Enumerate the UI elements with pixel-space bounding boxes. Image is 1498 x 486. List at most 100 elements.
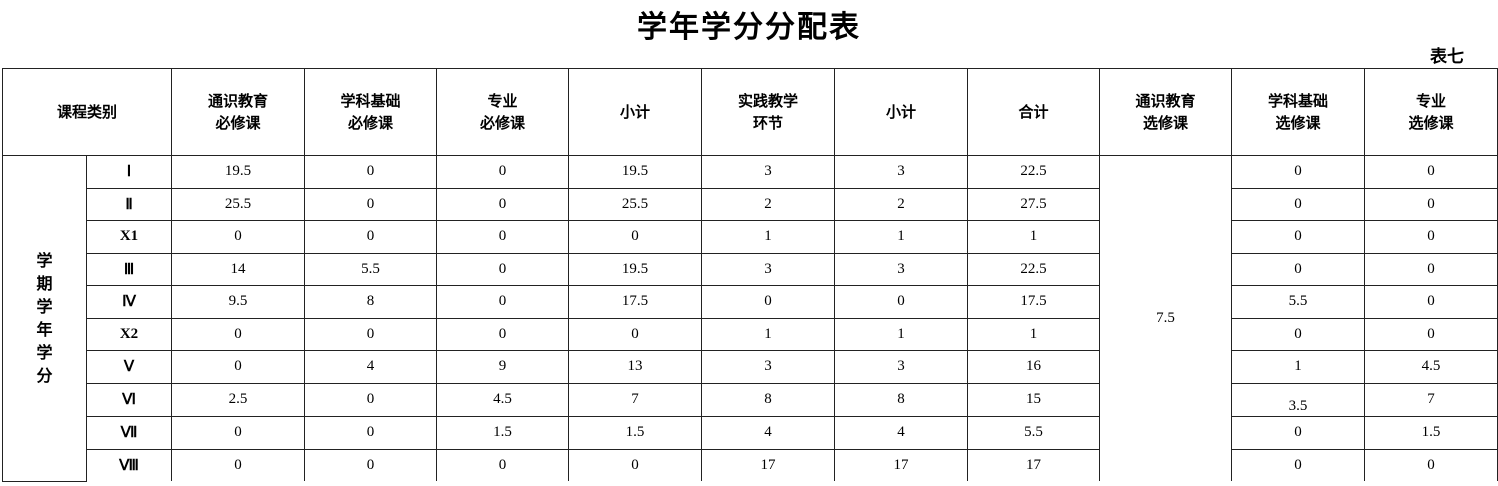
value-cell: 0	[568, 448, 703, 481]
value-cell: 15	[967, 382, 1101, 417]
value-cell: 0	[568, 220, 703, 254]
elective-cell: 1.5	[1364, 416, 1498, 449]
header-text: 小计	[620, 103, 651, 121]
value-cell: 4.5	[436, 382, 570, 417]
value-cell: 27.5	[967, 187, 1101, 221]
value-cell: 3	[701, 350, 836, 384]
value-cell: 0	[436, 252, 570, 286]
side-label-char: 期	[36, 274, 53, 294]
value-cell: 14	[171, 252, 306, 286]
term-cell: Ⅷ	[85, 448, 173, 481]
table-row: Ⅲ 14 5.5 0 19.5 3 3 22.5 0 0	[3, 252, 1498, 286]
table-row: Ⅶ 0 0 1.5 1.5 4 4 5.5 0 1.5	[3, 416, 1498, 450]
value-cell: 0	[436, 285, 570, 319]
elective-cell: 0	[1364, 317, 1498, 351]
value-cell: 19.5	[568, 252, 703, 286]
general-elective-total: 7.5	[1099, 155, 1233, 481]
header-text: 通识教育	[1135, 92, 1196, 110]
value-cell: 0	[171, 317, 306, 351]
side-label-char: 学	[36, 251, 53, 271]
value-cell: 1	[834, 317, 969, 351]
term-cell: Ⅵ	[85, 382, 173, 417]
header-row: 课程类别 通识教育 必修课 学科基础 必修课 专业 必修课 小计 实践教学 环节 小计 合计 通识教育…	[1, 68, 1498, 156]
elective-cell: 0	[1231, 187, 1366, 221]
value-cell: 1	[834, 220, 969, 254]
value-cell: 1.5	[436, 416, 570, 449]
header-column: 通识教育 选修课	[1099, 68, 1233, 156]
table-row: X1 0 0 0 0 1 1 1 0 0	[3, 220, 1498, 254]
value-cell: 22.5	[967, 155, 1101, 189]
value-cell: 7	[568, 382, 703, 417]
side-label-char: 学	[36, 343, 53, 363]
term-cell: Ⅲ	[85, 252, 173, 286]
header-text: 合计	[1018, 103, 1049, 121]
header-text: 专业	[487, 92, 518, 110]
value-cell: 0	[304, 416, 438, 449]
value-cell: 1	[967, 317, 1101, 351]
value-cell: 0	[304, 448, 438, 481]
value-cell: 2	[701, 187, 836, 221]
elective-cell: 4.5	[1364, 350, 1498, 384]
header-text: 实践教学	[738, 92, 799, 110]
page-title: 学年学分分配表	[637, 10, 861, 45]
elective-cell: 5.5	[1231, 285, 1366, 319]
elective-cell: 0	[1364, 155, 1498, 189]
side-label: 学期学年学分	[2, 155, 87, 482]
elective-cell: 3.5	[1231, 382, 1366, 417]
value-cell: 17	[834, 448, 969, 481]
value-cell: 2	[834, 187, 969, 221]
header-column: 小计	[834, 68, 969, 156]
elective-cell: 0	[1231, 252, 1366, 286]
value-cell: 8	[834, 382, 969, 417]
value-cell: 0	[436, 187, 570, 221]
value-cell: 1.5	[568, 416, 703, 449]
value-cell: 9.5	[171, 285, 306, 319]
table-row: Ⅵ 2.5 0 4.5 7 8 8 15 3.5 7	[3, 382, 1498, 417]
term-cell: Ⅱ	[85, 187, 173, 221]
header-text: 选修课	[1275, 114, 1321, 132]
value-cell: 0	[436, 155, 570, 189]
value-cell: 0	[304, 382, 438, 417]
table-row: Ⅳ 9.5 8 0 17.5 0 0 17.5 5.5 0	[3, 285, 1498, 319]
header-text: 专业	[1416, 92, 1447, 110]
elective-cell: 0	[1364, 220, 1498, 254]
term-cell: X1	[85, 220, 173, 254]
term-cell: Ⅴ	[85, 350, 173, 384]
header-column: 学科基础 必修课	[304, 68, 438, 156]
value-cell: 4	[834, 416, 969, 449]
value-cell: 3	[834, 350, 969, 384]
value-cell: 4	[304, 350, 438, 384]
header-column: 专业 必修课	[436, 68, 570, 156]
value-cell: 0	[701, 285, 836, 319]
credit-allocation-table: 课程类别 通识教育 必修课 学科基础 必修课 专业 必修课 小计 实践教学 环节 小计 合计 通识教育…	[1, 68, 1498, 482]
value-cell: 3	[701, 155, 836, 189]
value-cell: 9	[436, 350, 570, 384]
value-cell: 5.5	[967, 416, 1101, 449]
elective-cell: 0	[1231, 220, 1366, 254]
value-cell: 19.5	[568, 155, 703, 189]
value-cell: 0	[304, 220, 438, 254]
term-cell: Ⅶ	[85, 416, 173, 450]
header-text: 环节	[753, 114, 784, 132]
table-row: 学期学年学分 Ⅰ 19.5 0 0 19.5 3 3 22.5 7.5 0 0	[2, 155, 1498, 482]
header-column: 专业 选修课	[1364, 68, 1498, 156]
header-text: 选修课	[1143, 114, 1189, 132]
value-cell: 17.5	[967, 285, 1101, 319]
value-cell: 22.5	[967, 252, 1101, 286]
header-text: 学科基础	[1268, 92, 1329, 110]
term-cell: X2	[85, 317, 173, 351]
header-column: 通识教育 必修课	[171, 68, 306, 156]
value-cell: 0	[304, 317, 438, 351]
header-text: 必修课	[480, 114, 526, 132]
value-cell: 5.5	[304, 252, 438, 286]
value-cell: 0	[304, 187, 438, 221]
term-cell: Ⅳ	[85, 285, 173, 319]
value-cell: 0	[834, 285, 969, 319]
elective-cell: 0	[1364, 448, 1498, 481]
term-cell: Ⅰ	[85, 155, 173, 189]
value-cell: 17	[967, 448, 1101, 481]
value-cell: 1	[967, 220, 1101, 254]
table-row: Ⅴ 0 4 9 13 3 3 16 1 4.5	[3, 350, 1498, 384]
elective-cell: 0	[1231, 448, 1366, 481]
header-text: 学科基础	[340, 92, 401, 110]
